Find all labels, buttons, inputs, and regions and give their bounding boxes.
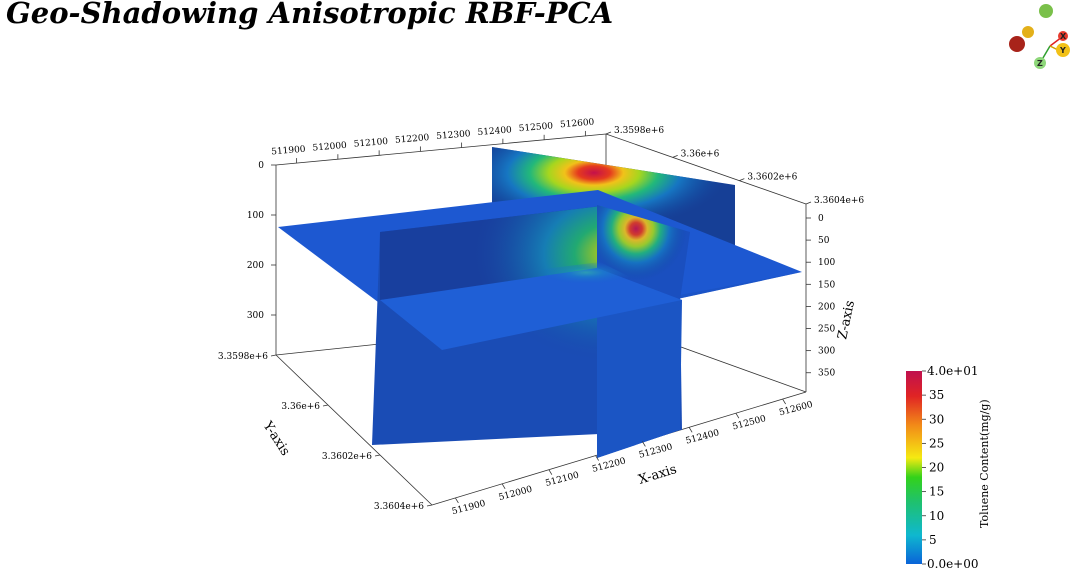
x-tick-label-bottom: 512300 xyxy=(638,442,674,461)
x-tick-label-bottom: 511900 xyxy=(451,499,487,518)
z-axis-left-ticks: 0 100 200 300 xyxy=(247,161,276,321)
y-tick-top xyxy=(805,201,812,205)
y-axis-title: Y-axis xyxy=(259,418,293,458)
x-tick-bottom xyxy=(782,398,786,405)
orientation-sphere-yellow xyxy=(1022,26,1034,38)
z-tick-label-right: 300 xyxy=(818,347,835,357)
y-tick-top xyxy=(672,154,678,158)
y-axis-top-ticks: 3.3598e+6 3.36e+6 3.3602e+6 3.3604e+6 xyxy=(605,126,864,206)
x-tick-label-top: 512400 xyxy=(477,125,512,138)
box-edge-bottom-left xyxy=(275,354,433,506)
colorbar-tick-label: 5 xyxy=(929,533,937,547)
y-tick-left xyxy=(270,354,277,357)
colorbar-tick-label: 15 xyxy=(929,485,944,499)
x-tick-label-top: 512600 xyxy=(560,117,595,130)
orientation-x-marker xyxy=(1058,31,1068,41)
z-tick-label-right: 350 xyxy=(818,369,835,379)
x-tick-bottom xyxy=(455,497,459,504)
colorbar-ticks: 35 30 25 20 15 10 5 xyxy=(922,370,944,565)
y-tick-label-left: 3.3604e+6 xyxy=(374,502,424,512)
x-tick-label-top: 512200 xyxy=(395,133,430,146)
orientation-sphere-red xyxy=(1009,36,1025,52)
z-tick-label-left: 300 xyxy=(247,311,264,321)
colorbar-title: Toluene Content(mg/g) xyxy=(978,399,991,528)
y-tick-label-top: 3.3598e+6 xyxy=(614,126,664,136)
colorbar-tick-label: 20 xyxy=(929,461,944,475)
x-tick-bottom xyxy=(642,441,646,447)
x-tick-label-bottom: 512500 xyxy=(731,414,767,433)
y-tick-label-left: 3.3602e+6 xyxy=(322,452,372,462)
x-tick-label-top: 512300 xyxy=(436,129,471,142)
x-tick-label-top: 512500 xyxy=(518,121,553,134)
x-tick-bottom xyxy=(735,412,740,419)
z-axis-right-ticks: 0 50 100 150 200 250 300 350 xyxy=(806,214,835,379)
y-tick-label-top: 3.36e+6 xyxy=(681,149,720,159)
z-tick-label-left: 0 xyxy=(258,161,264,171)
x-tick-label-bottom: 512600 xyxy=(778,400,814,419)
z-tick-label-right: 250 xyxy=(818,325,835,335)
y-tick-left xyxy=(426,504,433,507)
x-tick-label-bottom: 512000 xyxy=(498,485,534,504)
z-tick-label-right: 150 xyxy=(818,280,835,290)
x-tick-label-bottom: 512400 xyxy=(685,428,721,447)
z-tick-label-right: 0 xyxy=(818,214,824,224)
y-tick-top xyxy=(739,178,745,182)
box-edge-top-back xyxy=(275,133,607,166)
z-tick-label-right: 200 xyxy=(818,302,835,312)
colorbar-max-label: 4.0e+01 xyxy=(927,364,979,378)
z-tick-label-right: 100 xyxy=(818,258,835,268)
y-tick-left xyxy=(322,404,329,407)
y-tick-left xyxy=(374,454,381,457)
colorbar: 35 30 25 20 15 10 5 4.0e+01 0.0e+00 Toluene Co… xyxy=(906,364,991,570)
colorbar-tick-label: 10 xyxy=(929,509,944,523)
z-tick-label-left: 100 xyxy=(247,211,264,221)
orientation-z-label: Z xyxy=(1037,59,1043,68)
x-axis-top-ticks: 511900 512000 512100 512200 512300 512400 5125… xyxy=(271,117,595,164)
z-axis-title: Z-axis xyxy=(835,299,858,341)
x-tick-label-top: 512100 xyxy=(353,137,388,150)
y-tick-label-top: 3.3604e+6 xyxy=(814,196,864,206)
box-edge-top-right xyxy=(605,133,807,205)
colorbar-tick-label: 30 xyxy=(929,412,944,426)
x-tick-bottom xyxy=(501,483,506,490)
x-axis-title: X-axis xyxy=(637,462,679,488)
x-tick-bottom xyxy=(595,455,599,461)
x-tick-bottom xyxy=(548,469,553,475)
z-tick-label-right: 50 xyxy=(818,236,830,246)
colorbar-gradient xyxy=(906,371,922,564)
z-tick-label-left: 200 xyxy=(247,261,264,271)
chart-title: Geo-Shadowing Anisotropic RBF-PCA xyxy=(6,0,614,30)
orientation-y-label: Y xyxy=(1059,46,1066,55)
x-tick-label-top: 511900 xyxy=(271,145,306,158)
horizontal-slice-front xyxy=(380,262,682,350)
colorbar-min-label: 0.0e+00 xyxy=(927,557,979,570)
y-tick-label-left: 3.3598e+6 xyxy=(218,352,268,362)
colorbar-tick-label: 35 xyxy=(929,388,944,402)
y-tick-label-left: 3.36e+6 xyxy=(281,402,320,412)
x-tick-label-bottom: 512100 xyxy=(544,470,580,489)
x-tick-label-top: 512000 xyxy=(312,141,347,154)
x-tick-bottom xyxy=(688,427,693,433)
y-tick-label-top: 3.3602e+6 xyxy=(747,173,797,183)
y-tick-top xyxy=(605,131,612,135)
vertical-slice-y xyxy=(597,205,690,458)
colorbar-tick-label: 25 xyxy=(929,436,944,450)
orientation-y-marker xyxy=(1056,43,1070,57)
x-tick-label-bottom: 512200 xyxy=(591,456,627,475)
orientation-z-marker xyxy=(1034,57,1046,69)
y-axis-left-ticks: 3.3598e+6 3.36e+6 3.3602e+6 3.3604e+6 xyxy=(218,352,433,512)
orientation-widget: X Y Z xyxy=(1009,4,1070,69)
orientation-sphere-green xyxy=(1039,4,1053,18)
orientation-x-label: X xyxy=(1060,32,1067,41)
